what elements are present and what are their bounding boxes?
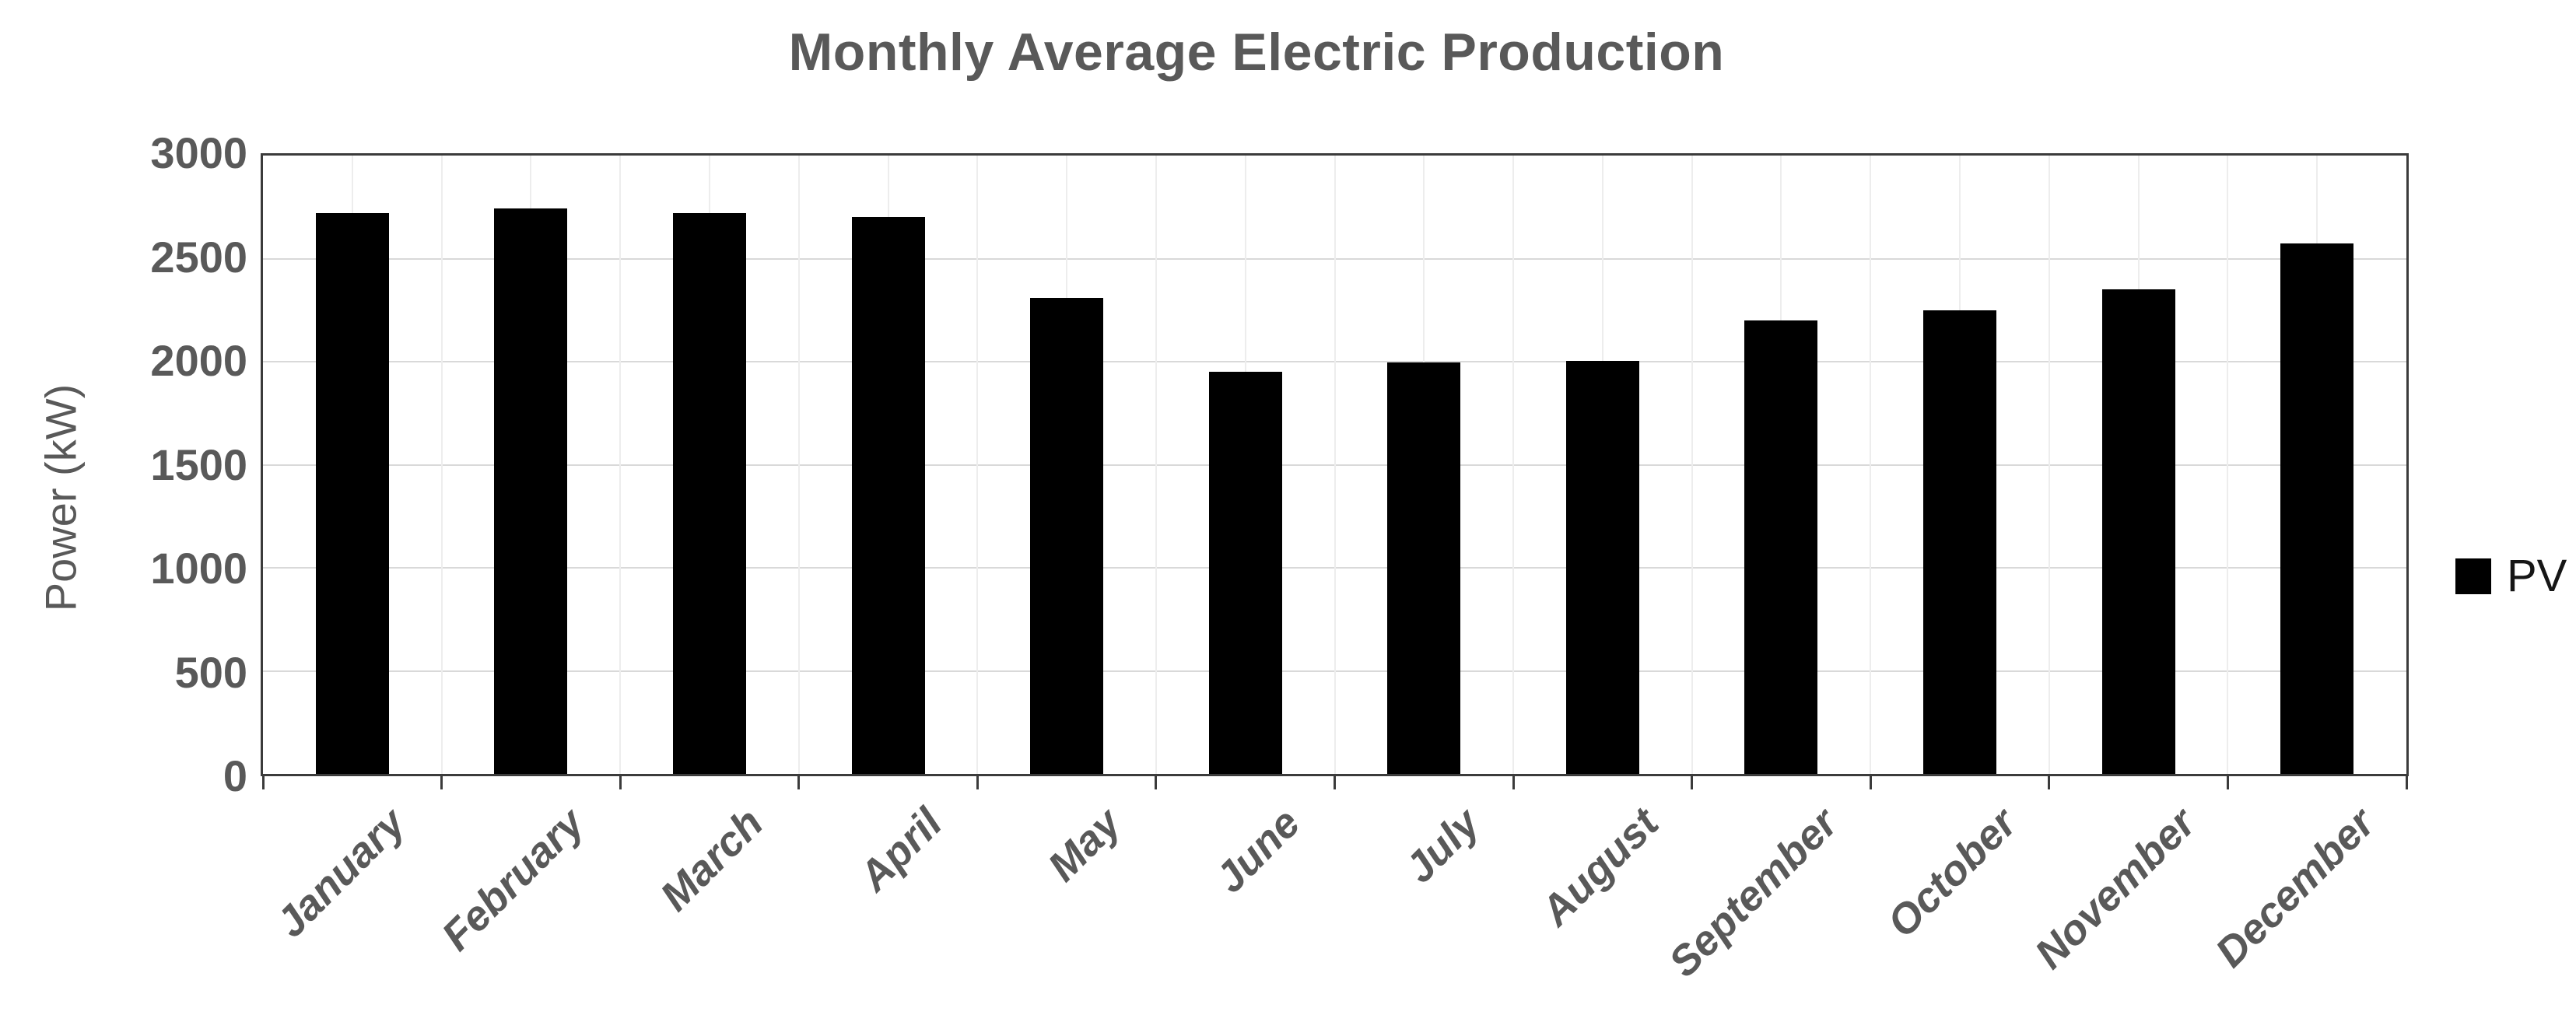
bar-october <box>1923 310 1996 774</box>
x-axis-tick-mark <box>2406 774 2408 789</box>
gridline-vertical <box>1155 156 1157 774</box>
x-axis-tick-mark <box>1155 774 1157 789</box>
x-axis-tick-mark <box>1512 774 1515 789</box>
bar-february <box>494 208 567 774</box>
x-axis-tick-mark <box>1691 774 1693 789</box>
x-axis-tick-mark <box>2227 774 2229 789</box>
gridline-vertical <box>1512 156 1514 774</box>
y-tick-label: 0 <box>223 751 247 800</box>
x-tick-label-october: October <box>1878 799 2026 947</box>
bar-april <box>852 217 925 774</box>
bar-january <box>316 213 389 774</box>
y-tick-label: 1500 <box>150 440 247 489</box>
x-tick-label-september: September <box>1660 799 1847 986</box>
x-tick-label-april: April <box>850 799 952 901</box>
gridline-vertical <box>1691 156 1693 774</box>
y-tick-label: 500 <box>174 648 247 697</box>
bar-may <box>1030 298 1103 774</box>
x-tick-label-january: January <box>267 799 415 947</box>
bar-june <box>1209 372 1282 774</box>
y-tick-label: 3000 <box>150 128 247 177</box>
x-axis-tick-mark <box>262 774 265 789</box>
y-axis-tick-labels: 0 500 1000 1500 2000 2500 3000 <box>0 0 247 1036</box>
bar-august <box>1566 361 1639 774</box>
legend-label: PV <box>2507 551 2567 601</box>
x-tick-label-july: July <box>1396 799 1489 892</box>
x-axis-tick-mark <box>976 774 979 789</box>
x-axis-tick-mark <box>1870 774 1872 789</box>
gridline-vertical <box>1334 156 1336 774</box>
gridline-vertical <box>441 156 443 774</box>
y-tick-label: 2000 <box>150 336 247 385</box>
x-tick-label-february: February <box>433 799 594 960</box>
x-tick-label-november: November <box>2026 799 2205 978</box>
y-tick-label: 1000 <box>150 544 247 593</box>
x-tick-label-may: May <box>1039 799 1130 891</box>
gridline-vertical <box>2227 156 2228 774</box>
x-axis-tick-mark <box>440 774 443 789</box>
gridline-vertical <box>798 156 800 774</box>
gridline-vertical <box>2049 156 2050 774</box>
x-axis-tick-mark <box>1334 774 1336 789</box>
bar-september <box>1744 320 1817 774</box>
y-tick-label: 2500 <box>150 233 247 282</box>
legend-swatch-icon <box>2455 558 2491 594</box>
x-tick-label-august: August <box>1532 799 1668 935</box>
x-tick-label-june: June <box>1206 799 1309 902</box>
legend: PV <box>2455 554 2567 599</box>
x-tick-label-march: March <box>651 799 773 920</box>
bar-december <box>2280 243 2353 774</box>
chart-title: Monthly Average Electric Production <box>788 23 1725 82</box>
bar-november <box>2102 289 2175 774</box>
gridline-vertical <box>976 156 978 774</box>
gridline-vertical <box>619 156 621 774</box>
x-axis-tick-mark <box>2048 774 2050 789</box>
gridline-vertical <box>1870 156 1871 774</box>
x-axis-tick-mark <box>619 774 622 789</box>
plot-area <box>261 153 2409 789</box>
x-axis-tick-mark <box>797 774 800 789</box>
bar-july <box>1387 362 1460 774</box>
bar-march <box>673 213 746 774</box>
x-tick-label-december: December <box>2206 799 2384 976</box>
